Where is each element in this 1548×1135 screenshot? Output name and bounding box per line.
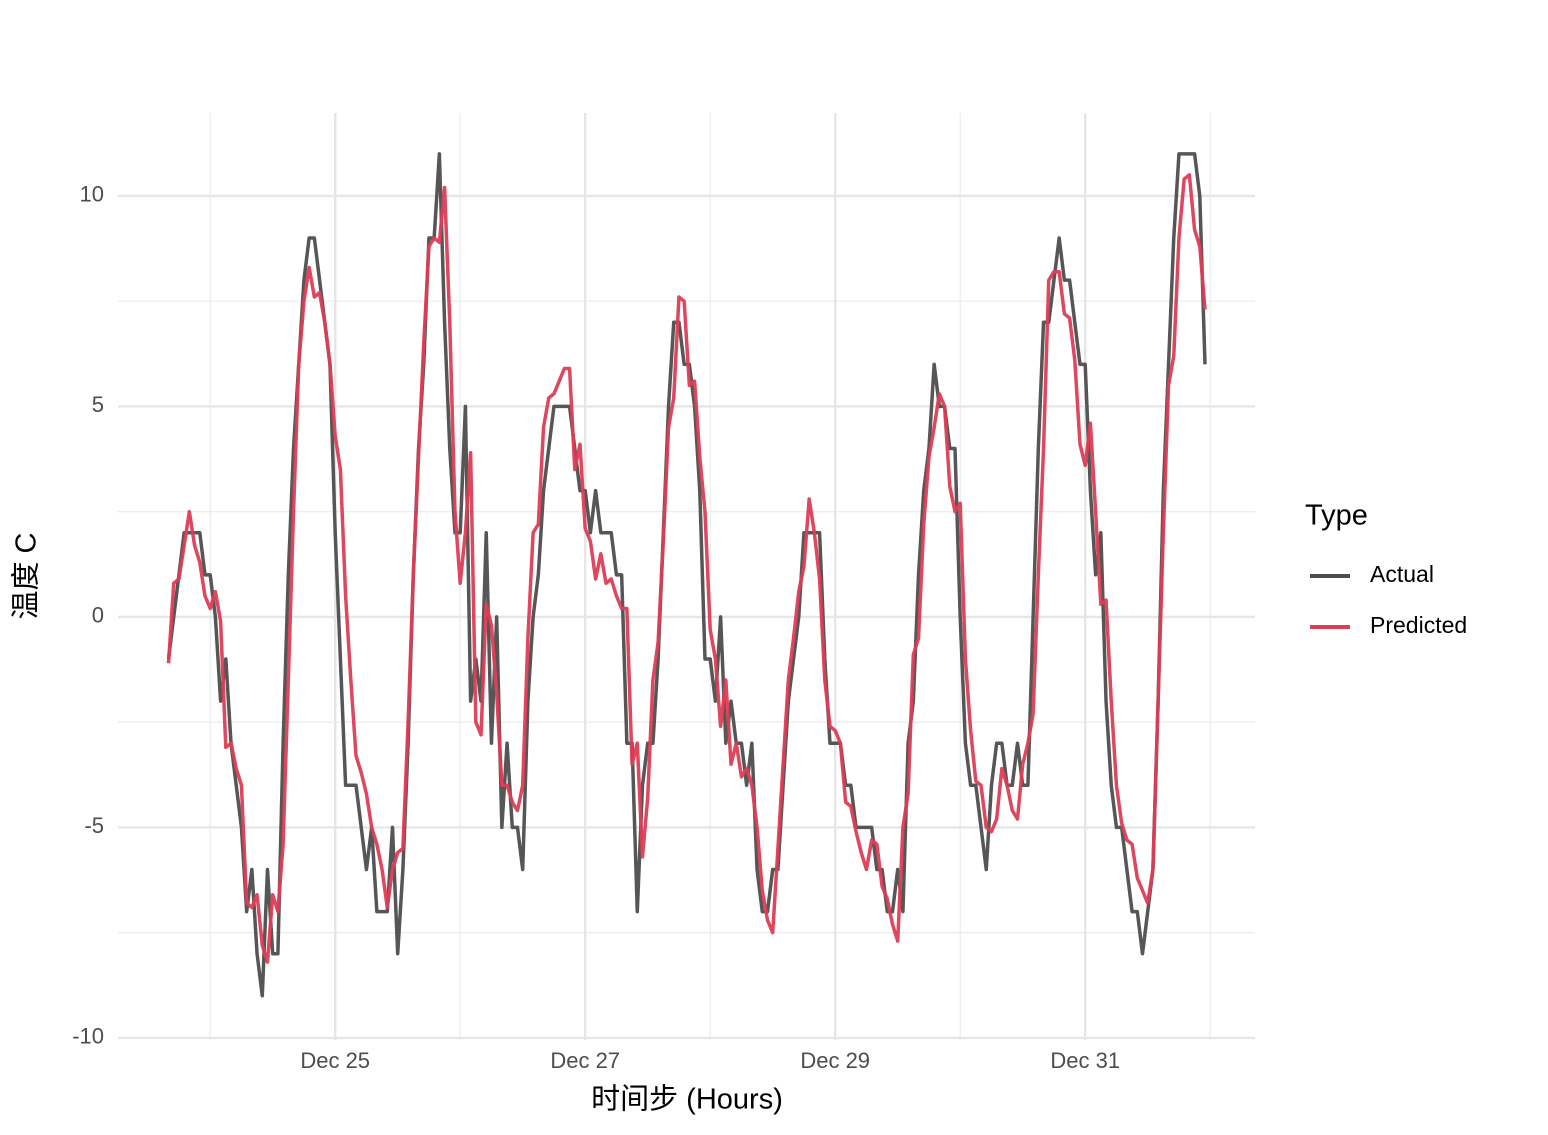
y-tick-label: -5 xyxy=(84,813,104,838)
y-tick-label: 5 xyxy=(92,392,104,417)
x-tick-label: Dec 31 xyxy=(1050,1048,1120,1073)
legend-label: Actual xyxy=(1370,561,1434,587)
x-tick-label: Dec 27 xyxy=(550,1048,620,1073)
legend-title: Type xyxy=(1305,500,1368,532)
y-tick-label: 0 xyxy=(92,603,104,628)
x-tick-label: Dec 25 xyxy=(300,1048,370,1073)
x-tick-label: Dec 29 xyxy=(800,1048,870,1073)
y-tick-label: -10 xyxy=(72,1024,104,1049)
data-line xyxy=(166,173,1207,964)
x-axis-title: 时间步 (Hours) xyxy=(591,1083,783,1116)
y-axis-title: 温度 C xyxy=(10,532,43,619)
y-tick-label: 10 xyxy=(80,182,104,207)
legend-label: Predicted xyxy=(1370,612,1467,638)
